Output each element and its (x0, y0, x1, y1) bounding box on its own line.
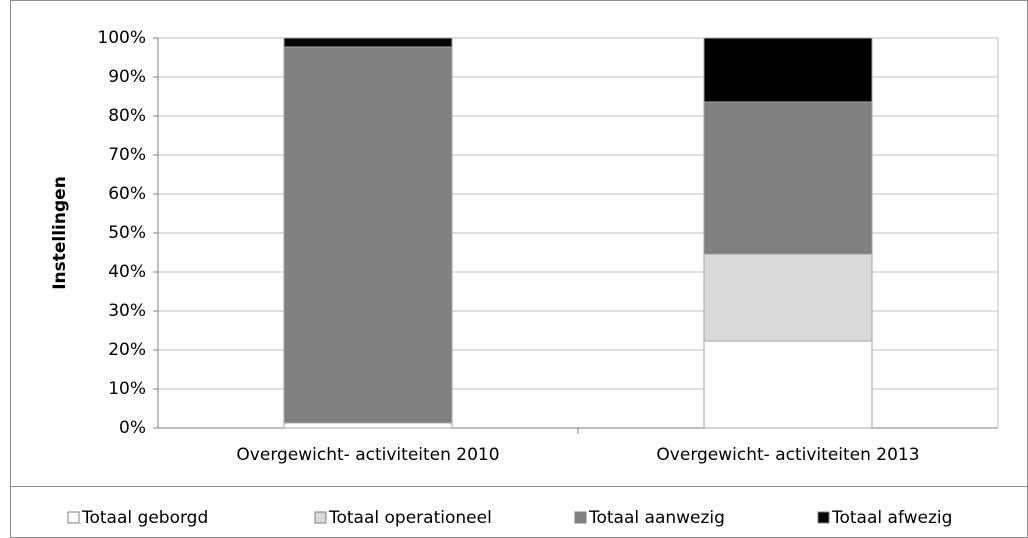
y-tick-label: 40% (108, 262, 146, 282)
legend-marker (67, 511, 80, 524)
y-axis-label: Instellingen (50, 176, 70, 290)
bar-segment (283, 37, 453, 48)
legend-marker (574, 511, 587, 524)
y-tick-label: 20% (108, 340, 146, 360)
x-tick-label: Overgewicht- activiteiten 2013 (656, 445, 919, 465)
y-tick-label: 50% (108, 223, 146, 243)
y-tick-label: 100% (97, 28, 146, 48)
y-tick-label: 70% (108, 145, 146, 165)
y-tick-label: 90% (108, 67, 146, 87)
y-tick-label: 10% (108, 379, 146, 399)
bar-segment (703, 101, 873, 255)
bar-segment (703, 340, 873, 429)
bar-segment (703, 37, 873, 103)
y-tick-label: 30% (108, 301, 146, 321)
legend-label: Totaal aanwezig (588, 508, 725, 528)
legend-label: Totaal afwezig (831, 508, 952, 528)
y-tick-label: 0% (119, 418, 146, 438)
bar-segment (283, 422, 453, 429)
legend-marker (817, 511, 830, 524)
legend-label: Totaal operationeel (328, 508, 492, 528)
legend-marker (314, 511, 327, 524)
y-tick-label: 60% (108, 184, 146, 204)
legend-label: Totaal geborgd (81, 508, 208, 528)
bar-segment (703, 253, 873, 342)
x-tick-label: Overgewicht- activiteiten 2010 (236, 445, 499, 465)
y-tick-label: 80% (108, 106, 146, 126)
bar-segment (283, 46, 453, 424)
